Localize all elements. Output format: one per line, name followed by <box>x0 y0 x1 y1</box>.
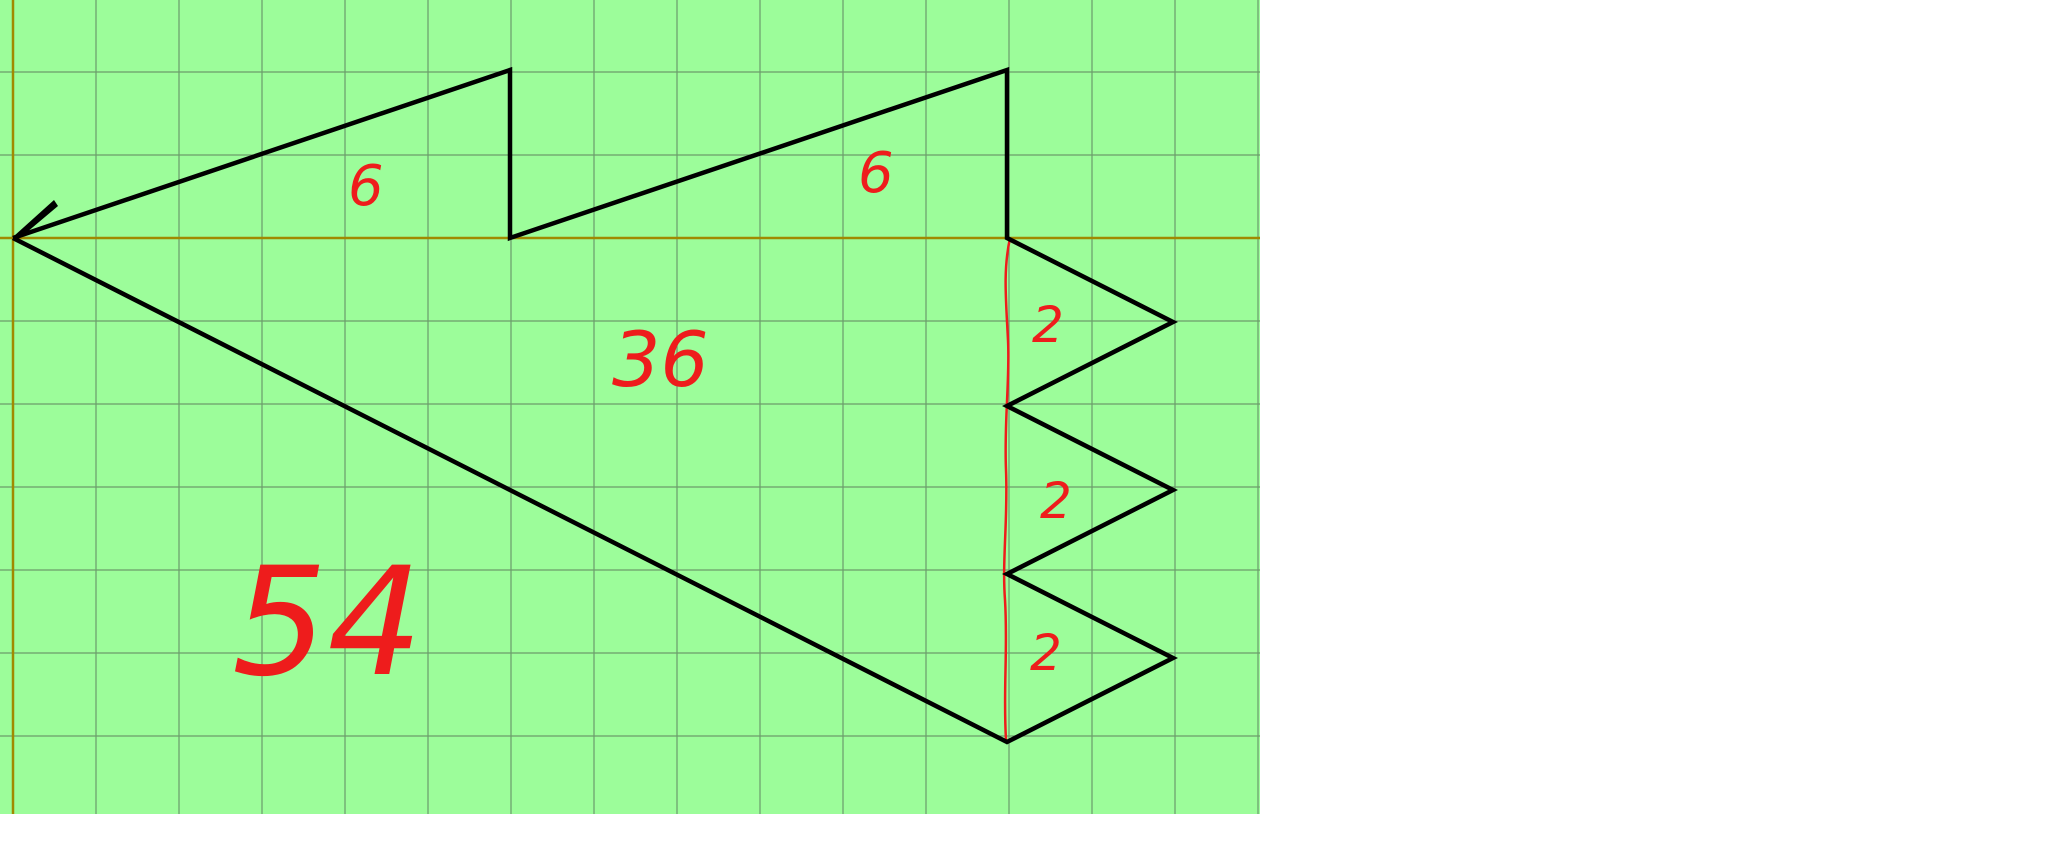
label-left-triangle: 6 <box>348 154 384 219</box>
label-notch-1: 2 <box>1032 296 1064 354</box>
grid-background <box>0 0 1260 814</box>
origin-arrow-mark <box>14 200 58 238</box>
label-total-area: 54 <box>232 536 423 710</box>
cut-line <box>1002 237 1012 741</box>
label-big-triangle: 36 <box>612 315 709 404</box>
label-notch-2: 2 <box>1040 472 1072 530</box>
shape-outline <box>11 66 1178 745</box>
label-right-triangle: 6 <box>858 141 894 206</box>
label-notch-3: 2 <box>1030 624 1062 682</box>
